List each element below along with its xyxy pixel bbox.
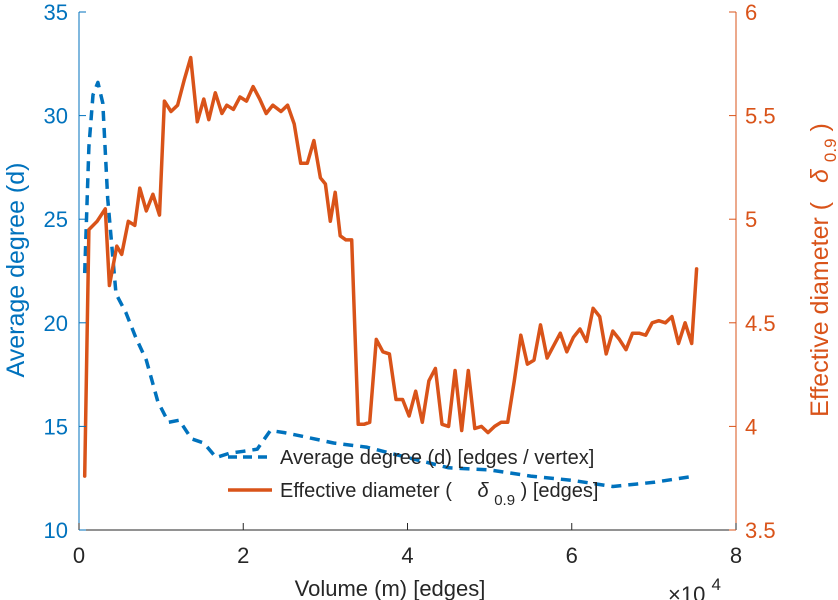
y-left-tick-label: 30 <box>44 104 68 129</box>
y-left-tick-label: 25 <box>44 207 68 232</box>
legend-label-sub: 0.9 <box>494 492 515 509</box>
x-axis-label: Volume (m) [edges] <box>295 576 486 600</box>
y-right-tick-label: 6 <box>745 0 757 25</box>
y-axis-left-label: Average degree (d) <box>2 163 30 378</box>
legend-label-effective-diameter: Effective diameter ( δ 0.9 ) [edges] <box>280 480 598 510</box>
x-axis-exponent: ×10 4 <box>668 575 721 600</box>
svg-text:Effective diameter ( δ: Effective diameter ( δ 0.9 ) <box>806 123 838 417</box>
y-left-tick-label: 20 <box>44 311 68 336</box>
series-line-effective-diameter <box>82 55 699 478</box>
y-axis-right-label: Effective diameter ( δ 0.9 ) <box>806 123 838 417</box>
legend-label-effective-diameter-prefix: Effective diameter ( <box>280 480 452 502</box>
svg-text:×10 4: ×10 4 <box>668 575 721 600</box>
x-tick-label: 8 <box>730 543 742 568</box>
legend-label-average-degree: Average degree (d) [edges / vertex] <box>280 447 594 469</box>
series-line-average-degree <box>82 80 696 489</box>
x-axis-exponent-power: 4 <box>711 575 720 594</box>
y-left-tick-label: 15 <box>44 414 68 439</box>
legend: Average degree (d) [edges / vertex] Effe… <box>228 447 598 510</box>
y-axis-right-label-delta: δ <box>806 168 834 183</box>
y-axis-right-label-prefix: Effective diameter ( <box>806 201 834 417</box>
legend-label-delta: δ <box>478 480 490 502</box>
y-right-tick-label: 4 <box>745 414 757 439</box>
x-axis-exponent-base: ×10 <box>668 582 705 600</box>
axes-layer: 0 2 4 6 8 10 15 20 25 30 35 3.5 4 4.5 5 5.5 6 <box>44 0 776 568</box>
x-tick-label: 4 <box>401 543 413 568</box>
y-left-tick-label: 10 <box>44 518 68 543</box>
y-right-tick-label: 5.5 <box>745 104 776 129</box>
y-right-tick-label: 4.5 <box>745 311 776 336</box>
x-tick-label: 6 <box>566 543 578 568</box>
y-axis-right-label-sub: 0.9 <box>821 138 838 162</box>
y-axis-right-label-suffix: ) <box>806 123 834 131</box>
y-left-tick-label: 35 <box>44 0 68 25</box>
x-tick-label: 0 <box>73 543 85 568</box>
y-right-tick-label: 3.5 <box>745 518 776 543</box>
series-layer <box>82 55 699 489</box>
legend-label-suffix: ) [edges] <box>521 480 599 502</box>
x-tick-label: 2 <box>237 543 249 568</box>
y-right-tick-label: 5 <box>745 207 757 232</box>
